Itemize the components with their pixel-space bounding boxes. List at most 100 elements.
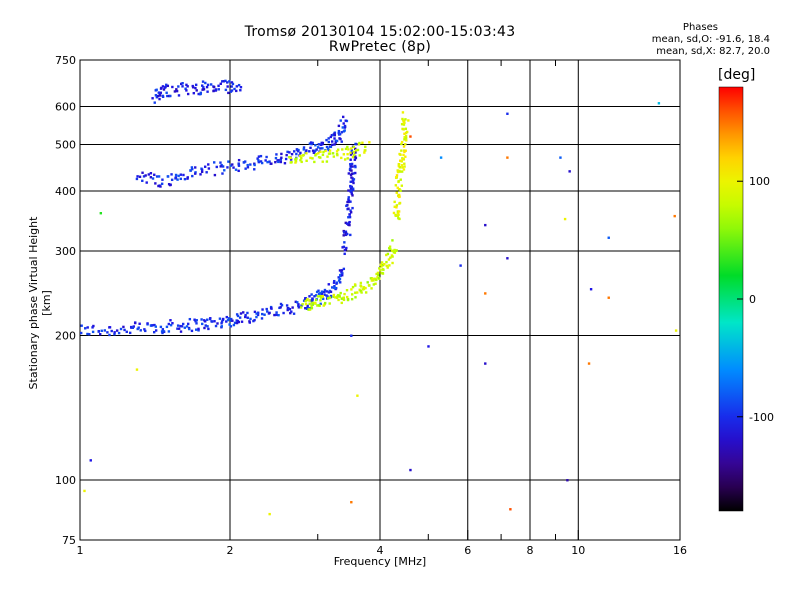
- trace-point: [354, 147, 357, 150]
- trace-point: [206, 90, 209, 93]
- trace-point: [257, 159, 260, 162]
- trace-point: [162, 330, 165, 333]
- x-tick-label: 1: [77, 544, 84, 557]
- trace-point: [349, 211, 353, 214]
- trace-point: [402, 168, 406, 171]
- trace-point: [400, 122, 404, 126]
- trace-point: [299, 306, 303, 309]
- trace-point: [275, 311, 278, 314]
- trace-point: [309, 156, 312, 160]
- trace-point: [159, 91, 162, 94]
- scatter-point: [99, 212, 103, 215]
- trace-point: [327, 283, 330, 286]
- trace-point: [319, 296, 323, 299]
- trace-point: [341, 126, 344, 129]
- trace-point: [348, 223, 351, 227]
- trace-point: [398, 159, 402, 162]
- trace-point: [333, 284, 336, 288]
- trace-point: [323, 301, 327, 305]
- trace-point: [311, 149, 315, 152]
- trace-point: [236, 314, 240, 318]
- trace-point: [115, 329, 119, 332]
- trace-point: [400, 184, 404, 187]
- trace-point: [224, 79, 227, 83]
- trace-point: [243, 160, 247, 163]
- trace-point: [332, 281, 336, 284]
- trace-point: [191, 84, 194, 88]
- trace-point: [154, 94, 158, 97]
- trace-point: [152, 330, 156, 334]
- scatter-point: [509, 508, 512, 511]
- trace-point: [194, 171, 197, 174]
- trace-point: [333, 137, 336, 140]
- scatter-point: [559, 156, 562, 159]
- trace-point: [219, 165, 222, 168]
- trace-point: [153, 101, 156, 104]
- trace-point: [347, 148, 350, 151]
- trace-point: [328, 149, 332, 152]
- trace-point: [397, 217, 400, 220]
- trace-point: [183, 326, 187, 329]
- trace-point: [253, 163, 256, 167]
- trace-point: [225, 320, 228, 323]
- trace-point: [297, 303, 300, 306]
- trace-point: [403, 149, 406, 152]
- trace-point: [330, 134, 334, 137]
- trace-point: [387, 258, 391, 261]
- trace-point: [191, 167, 194, 171]
- trace-point: [337, 276, 340, 279]
- trace-point: [291, 306, 294, 309]
- trace-point: [153, 323, 156, 327]
- scatter-point: [89, 459, 92, 462]
- trace-point: [156, 94, 160, 98]
- trace-point: [341, 274, 344, 277]
- trace-point: [225, 315, 228, 319]
- trace-point: [402, 145, 406, 148]
- trace-point: [340, 156, 343, 160]
- trace-point: [340, 131, 344, 134]
- trace-point: [393, 205, 396, 208]
- x-tick-label: 8: [527, 544, 534, 557]
- trace-point: [202, 88, 206, 91]
- trace-point: [204, 81, 207, 85]
- trace-point: [327, 147, 330, 150]
- trace-point: [293, 150, 296, 153]
- trace-point: [378, 267, 381, 270]
- trace-point: [209, 83, 213, 86]
- trace-point: [306, 297, 309, 301]
- trace-point: [334, 286, 338, 290]
- scatter-point: [506, 257, 509, 260]
- trace-point: [366, 281, 369, 284]
- trace-point: [274, 160, 277, 164]
- trace-point: [340, 140, 343, 143]
- trace-point: [377, 276, 381, 280]
- trace-point: [185, 325, 189, 328]
- trace-point: [275, 153, 278, 156]
- trace-point: [349, 180, 352, 183]
- trace-point: [319, 302, 322, 306]
- trace-point: [356, 291, 359, 294]
- trace-point: [279, 306, 282, 309]
- trace-point: [279, 302, 283, 306]
- trace-point: [328, 289, 331, 293]
- trace-point: [329, 145, 333, 149]
- trace-point: [404, 149, 407, 152]
- x-tick-label: 16: [673, 544, 687, 557]
- trace-point: [214, 324, 218, 328]
- trace-point: [402, 121, 406, 125]
- trace-point: [339, 291, 342, 295]
- trace-point: [84, 327, 87, 330]
- trace-point: [381, 268, 384, 271]
- trace-point: [395, 204, 399, 207]
- trace-point: [227, 317, 231, 320]
- trace-point: [349, 153, 353, 156]
- trace-point: [338, 269, 342, 272]
- scatter-point: [484, 362, 487, 365]
- trace-point: [197, 327, 200, 331]
- trace-point: [341, 246, 344, 249]
- trace-point: [244, 167, 247, 170]
- scatter-point: [350, 334, 353, 337]
- trace-point: [154, 329, 158, 332]
- trace-point: [388, 245, 392, 248]
- trace-point: [179, 177, 182, 181]
